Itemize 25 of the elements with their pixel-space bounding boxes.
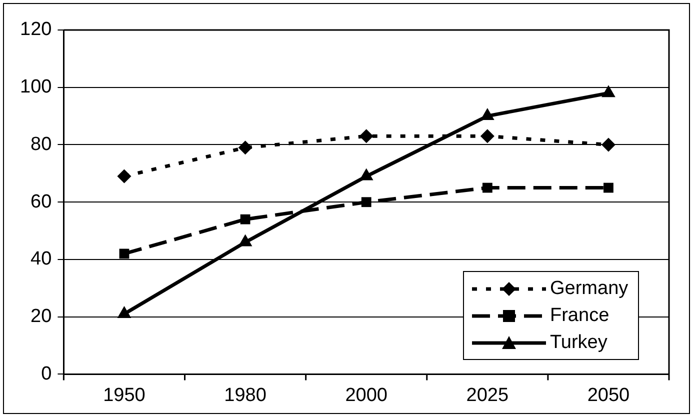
point — [482, 182, 492, 193]
legend-label: Turkey — [550, 331, 608, 356]
point — [480, 129, 494, 144]
y-tick-label: 120 — [20, 19, 52, 40]
point — [361, 197, 372, 208]
point — [117, 169, 132, 184]
x-tick-label: 2000 — [345, 384, 388, 406]
x-tick-label: 2050 — [587, 384, 630, 406]
point — [604, 182, 614, 193]
legend-label: France — [550, 304, 610, 328]
y-tick-label: 20 — [30, 306, 52, 328]
x-tick-label: 2025 — [466, 384, 509, 406]
x-tick-label: 1950 — [103, 384, 146, 406]
y-tick-label: 80 — [30, 134, 52, 155]
point — [240, 214, 250, 224]
point — [601, 138, 616, 152]
legend-label: Germany — [550, 277, 628, 302]
y-tick-label: 100 — [20, 76, 52, 98]
point — [238, 140, 252, 155]
point — [119, 248, 130, 259]
y-tick-label: 40 — [30, 248, 52, 270]
point — [359, 129, 374, 144]
y-tick-label: 0 — [41, 363, 52, 384]
y-tick-label: 60 — [30, 191, 52, 212]
x-tick-label: 1980 — [224, 384, 266, 406]
